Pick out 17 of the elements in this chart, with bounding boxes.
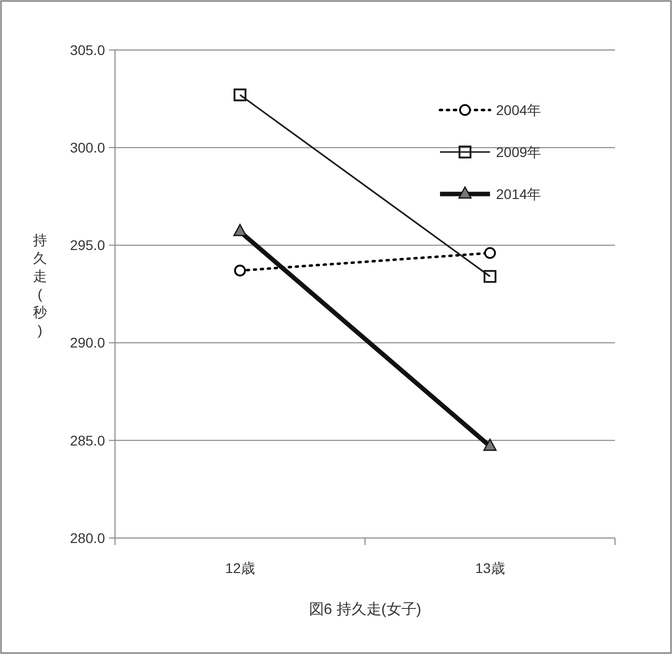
legend-label: 2014年 — [496, 186, 542, 202]
y-tick-label: 305.0 — [70, 42, 106, 58]
y-tick-label: 295.0 — [70, 237, 106, 254]
point — [234, 88, 246, 102]
legend-label: 2004年 — [496, 102, 542, 118]
y-tick-label: 300.0 — [70, 140, 106, 156]
point — [234, 264, 246, 276]
y-tick-label: 285.0 — [70, 432, 106, 448]
point — [484, 247, 496, 259]
y-tick-label: 280.0 — [70, 530, 106, 546]
x-tick-label: 12歳 — [225, 560, 255, 576]
legend-label: 2009年 — [496, 144, 542, 160]
x-tick-label: 13歳 — [475, 560, 505, 576]
text: 図6 持久走(女子) — [308, 601, 422, 618]
y-tick-label: 290.0 — [70, 334, 106, 351]
point — [484, 270, 496, 283]
y-axis-title: 持久走(秒) — [33, 232, 47, 338]
